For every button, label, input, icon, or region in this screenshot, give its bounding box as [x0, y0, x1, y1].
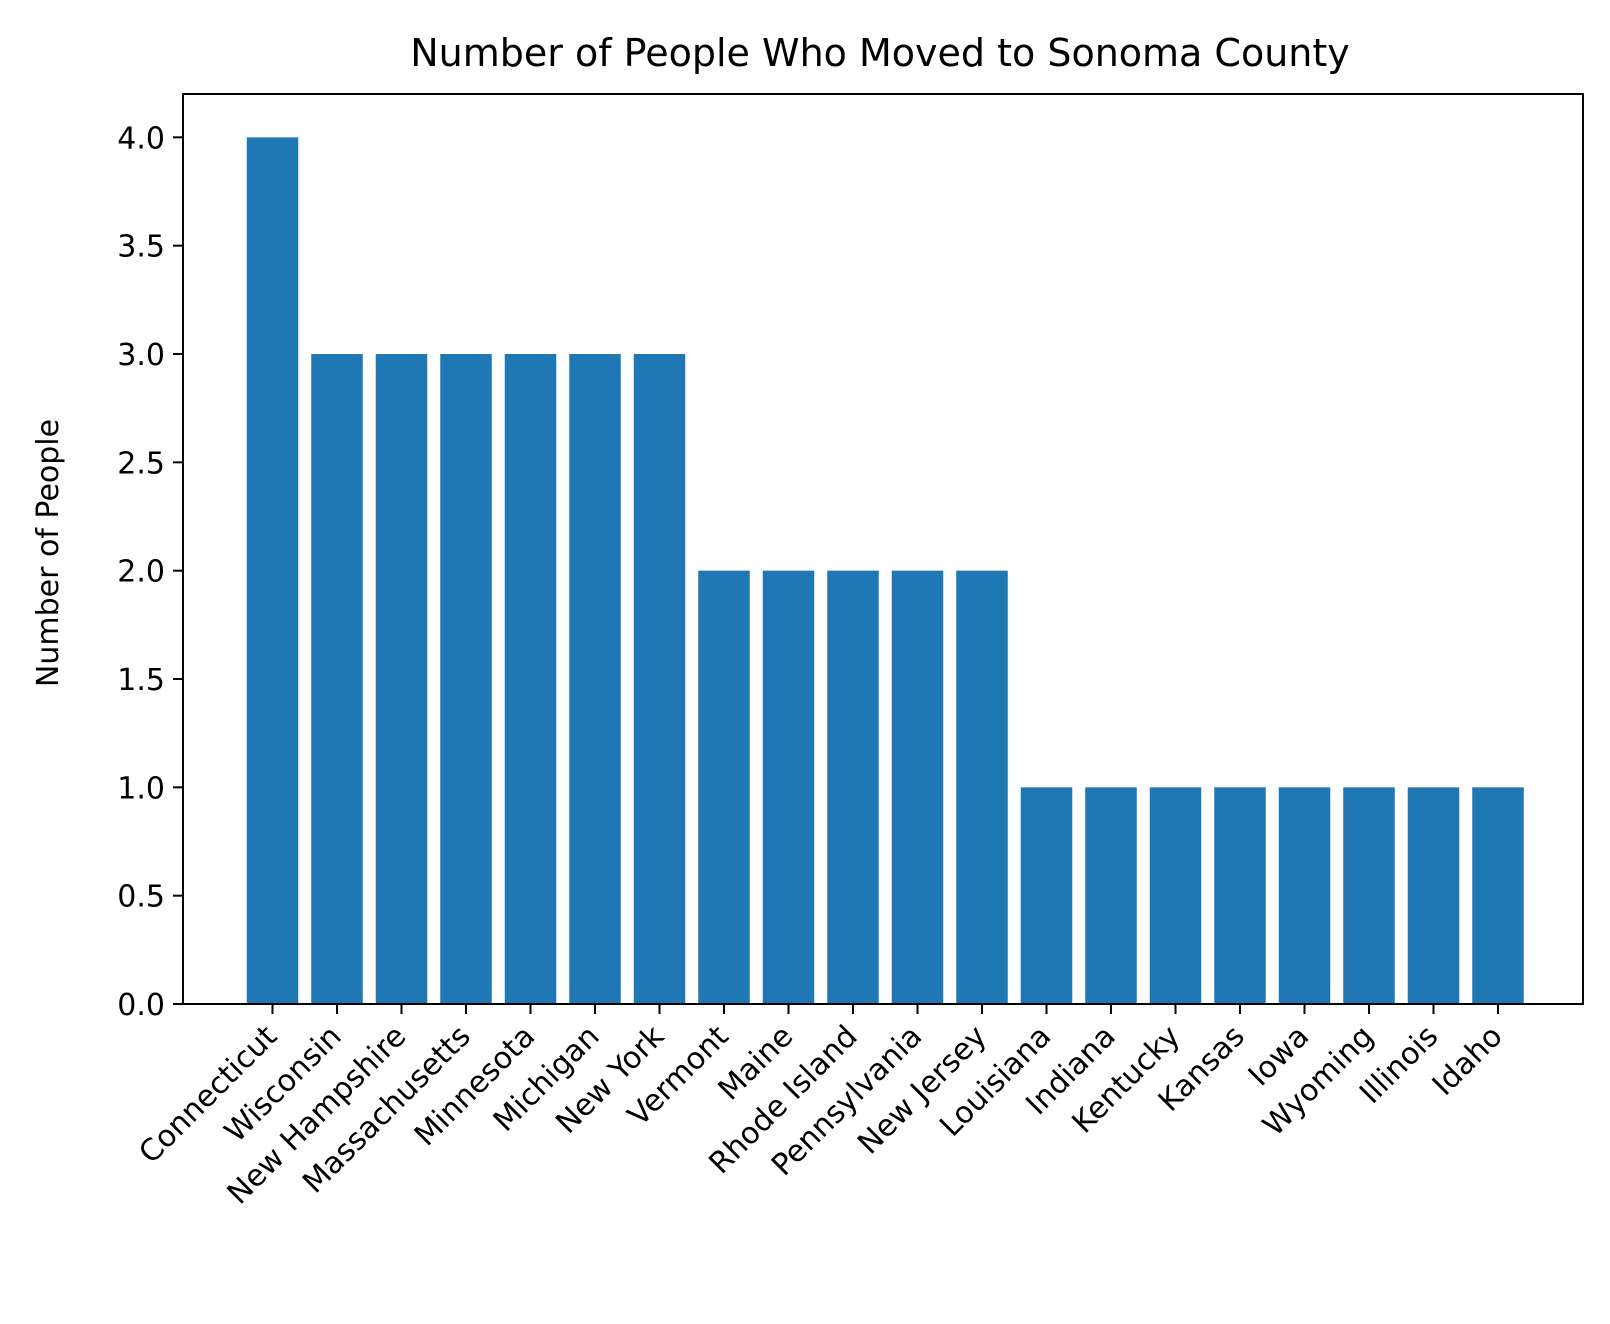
bar-louisiana [1020, 787, 1073, 1004]
bars-layer [246, 137, 1524, 1004]
bar-illinois [1407, 787, 1460, 1004]
bar-massachusetts [440, 354, 492, 1004]
bar-new-jersey [956, 570, 1008, 1004]
bar-indiana [1085, 787, 1137, 1004]
bar-wyoming [1343, 787, 1395, 1004]
bar-new-york [633, 354, 686, 1004]
y-tick-label: 2.5 [117, 446, 165, 481]
y-tick-label: 3.0 [117, 338, 165, 373]
plot-frame [182, 93, 1584, 1005]
y-tick-label: 4.0 [117, 121, 165, 156]
bar-kansas [1214, 787, 1266, 1004]
bar-rhode-island [827, 570, 879, 1004]
bar-maine [762, 570, 815, 1004]
bar-vermont [698, 570, 750, 1004]
y-tick-label: 1.5 [117, 663, 165, 698]
bar-new-hampshire [375, 354, 428, 1004]
y-tick-label: 2.0 [117, 555, 165, 590]
x-tick-label: Idaho [1426, 1019, 1510, 1103]
bar-connecticut [246, 137, 299, 1004]
y-tick-label: 0.0 [117, 988, 165, 1023]
bar-iowa [1278, 787, 1331, 1004]
bar-minnesota [504, 354, 557, 1004]
y-tick-label: 0.5 [117, 880, 165, 915]
bar-idaho [1472, 787, 1524, 1004]
bar-kentucky [1149, 787, 1202, 1004]
bar-wisconsin [311, 354, 363, 1004]
chart-title: Number of People Who Moved to Sonoma Cou… [410, 31, 1350, 75]
y-axis: 0.0 0.5 1.0 1.5 2.0 2.5 3.0 3.5 4.0 [117, 121, 183, 1023]
bar-michigan [569, 354, 621, 1004]
y-axis-label: Number of People [31, 419, 66, 687]
bar-pennsylvania [891, 570, 944, 1004]
y-tick-label: 3.5 [117, 230, 165, 265]
y-tick-label: 1.0 [117, 771, 165, 806]
